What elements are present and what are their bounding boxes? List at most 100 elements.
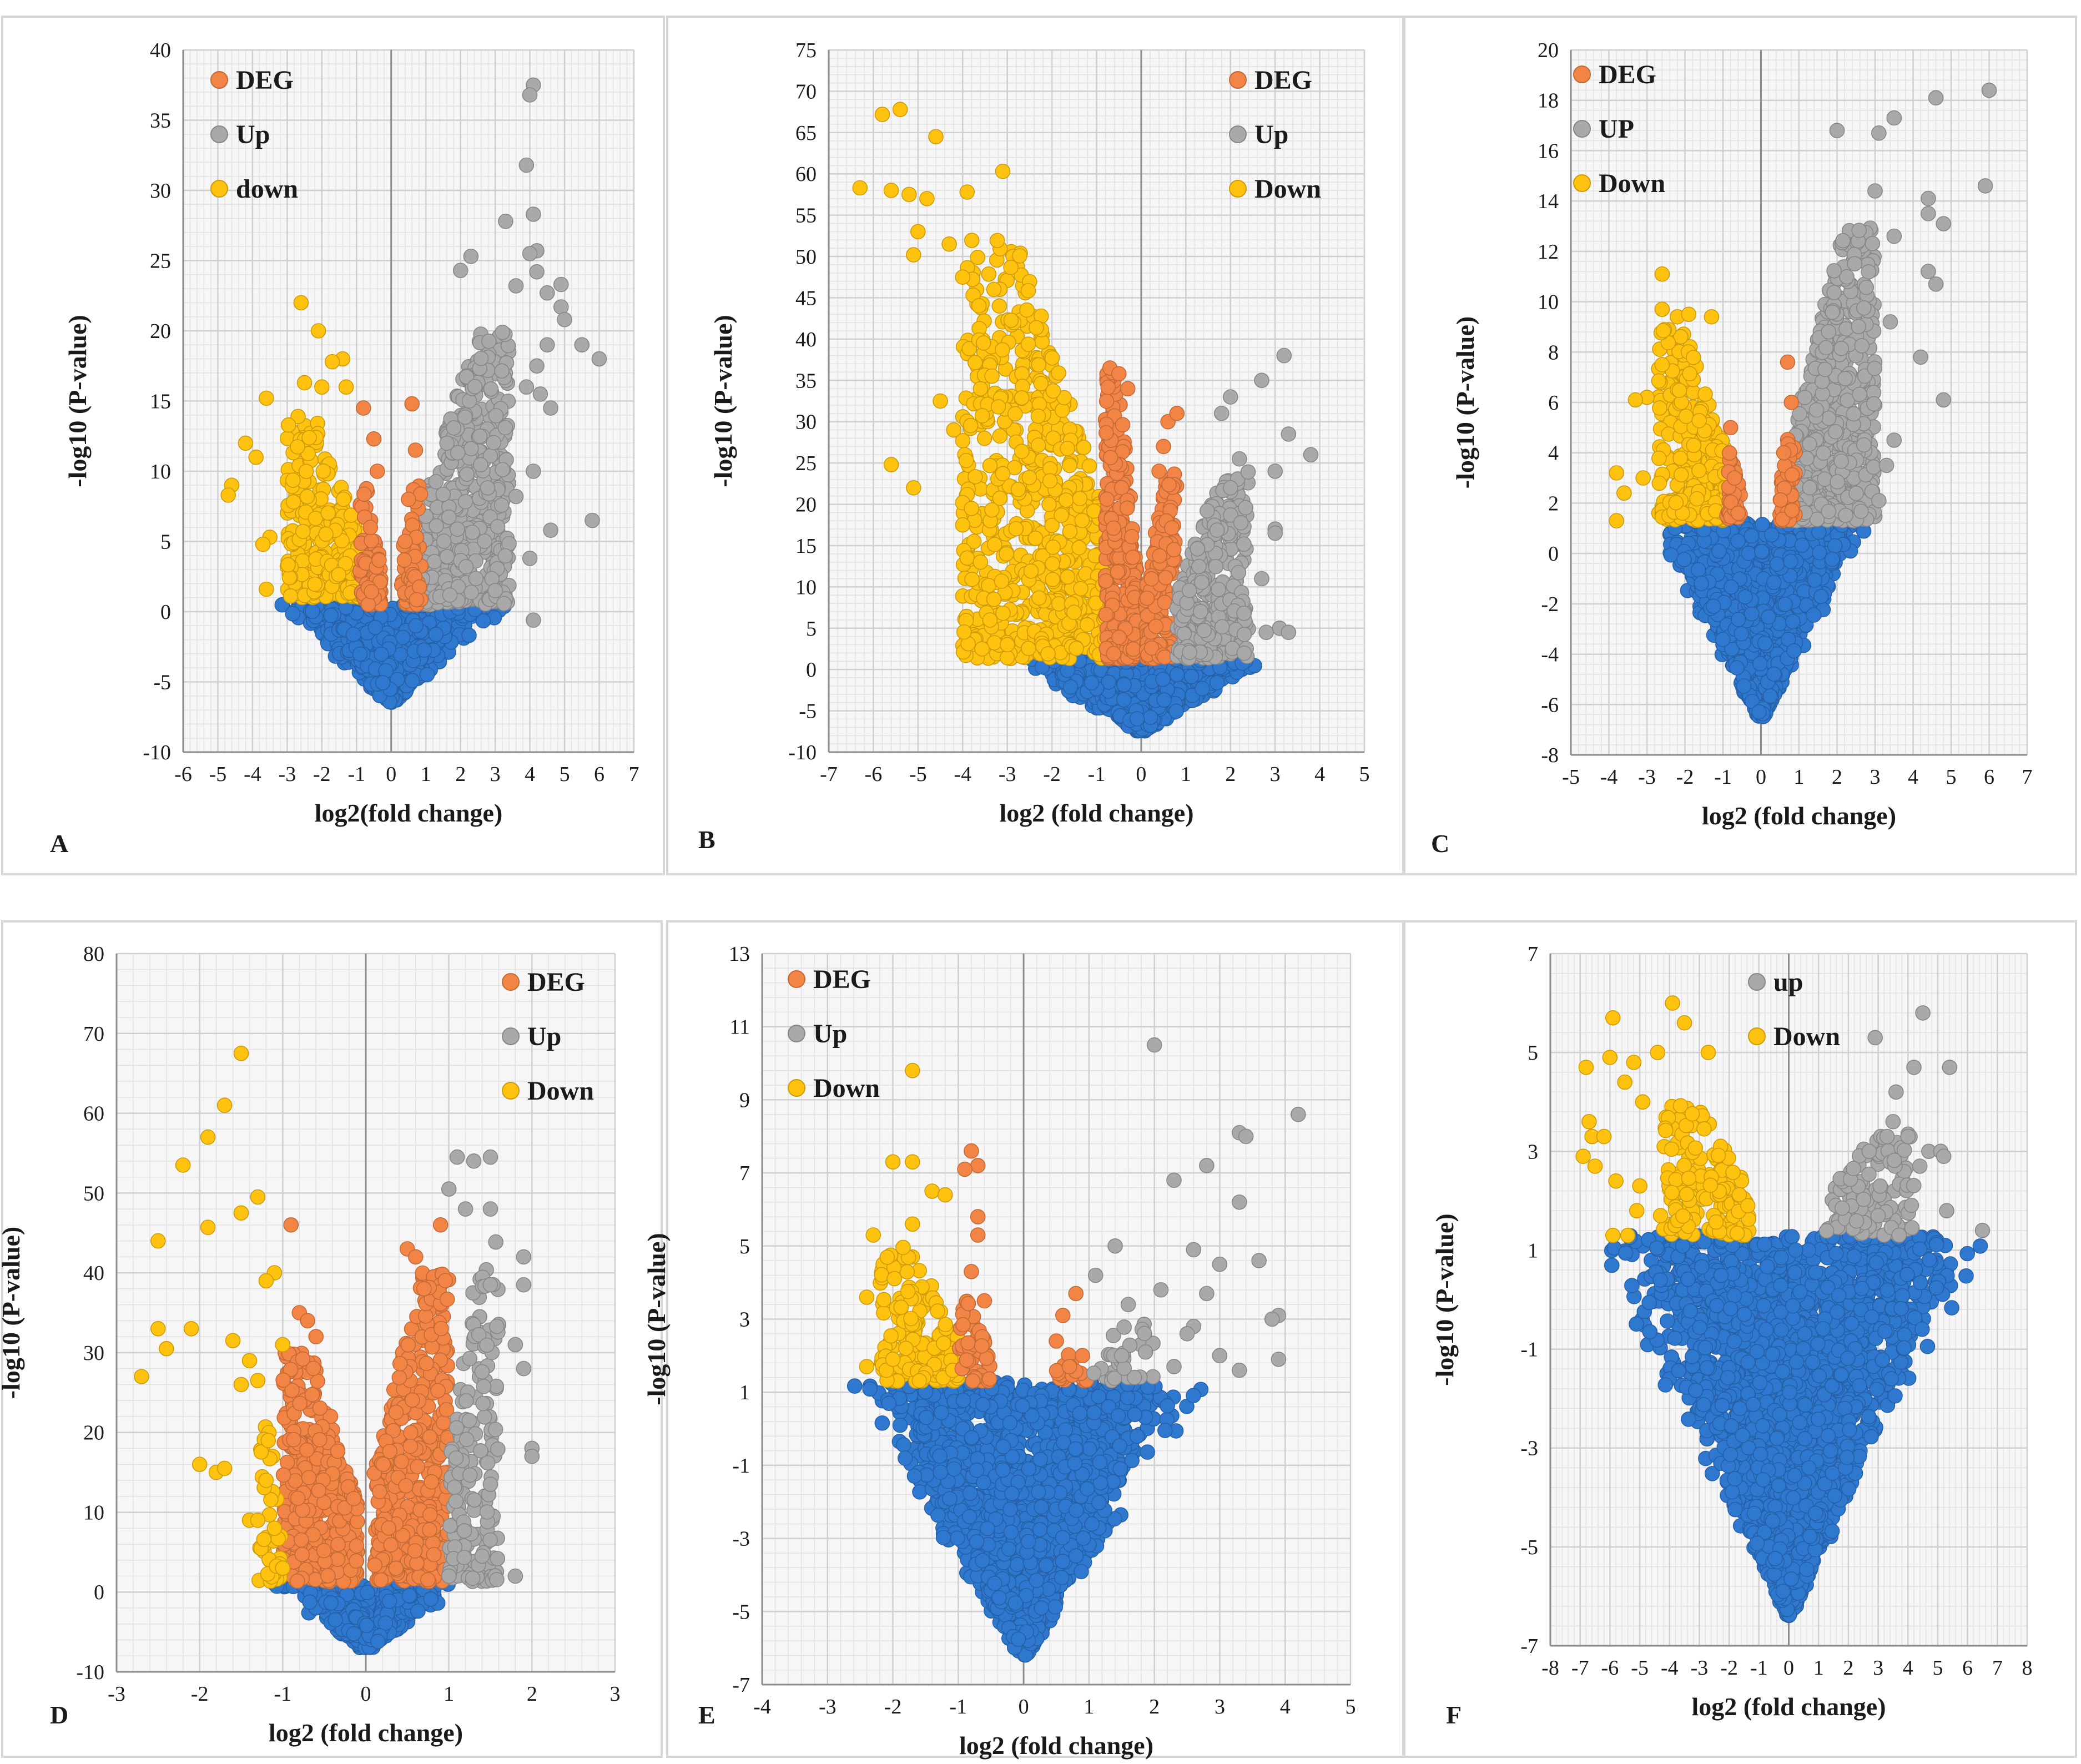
- x-tick-label: 3: [490, 763, 501, 786]
- up-point: [1208, 558, 1224, 574]
- deg-point: [1120, 381, 1136, 397]
- y-tick-label: 40: [795, 328, 817, 351]
- up-point: [518, 379, 535, 395]
- up-point: [1232, 451, 1247, 467]
- deg-point: [1139, 591, 1155, 606]
- x-tick-label: 4: [525, 763, 535, 786]
- ns-point: [323, 607, 339, 623]
- down-point: [1069, 641, 1084, 657]
- down-point: [315, 463, 331, 479]
- down-point: [1079, 617, 1095, 633]
- up-point: [428, 474, 444, 490]
- down-point: [1042, 473, 1058, 489]
- panel-letter: B: [698, 825, 715, 854]
- x-tick-label: -6: [865, 763, 883, 786]
- down-point: [964, 572, 980, 587]
- y-tick-label: 30: [795, 411, 817, 434]
- x-tick-label: -5: [909, 763, 927, 786]
- up-point: [574, 337, 590, 353]
- down-point: [1060, 569, 1076, 585]
- down-point: [314, 379, 330, 395]
- up-point: [439, 548, 455, 565]
- up-point: [488, 408, 504, 424]
- down-point: [1003, 259, 1019, 275]
- down-point: [308, 511, 324, 526]
- down-point: [1054, 402, 1070, 418]
- y-tick-label: 5: [806, 617, 817, 641]
- down-point: [984, 368, 1000, 384]
- up-point: [1200, 503, 1215, 519]
- down-point: [1021, 470, 1037, 486]
- deg-point: [1098, 607, 1114, 622]
- down-point: [1045, 383, 1061, 399]
- down-point: [964, 501, 980, 516]
- down-point: [955, 269, 971, 285]
- down-point: [1045, 572, 1061, 587]
- up-point: [1214, 619, 1230, 635]
- up-point: [473, 350, 489, 366]
- panel-letter: A: [50, 829, 68, 858]
- down-point: [283, 588, 299, 604]
- down-point: [259, 390, 274, 406]
- deg-point: [1125, 641, 1141, 657]
- y-tick-label: -5: [153, 671, 171, 694]
- up-point: [465, 525, 480, 540]
- y-tick-label: -5: [799, 700, 817, 723]
- y-tick-label: 65: [795, 122, 817, 145]
- up-point: [529, 358, 545, 374]
- up-point: [494, 363, 510, 379]
- down-point: [1071, 540, 1087, 556]
- x-tick-label: 5: [560, 763, 570, 786]
- x-tick-label: 2: [455, 763, 466, 786]
- deg-point: [1152, 548, 1167, 564]
- ns-point: [1209, 675, 1225, 691]
- up-point: [497, 548, 513, 564]
- x-tick-label: 5: [1359, 763, 1370, 786]
- up-point: [1176, 626, 1192, 642]
- down-point: [290, 439, 305, 455]
- up-point: [1276, 347, 1292, 364]
- up-point: [539, 337, 555, 353]
- deg-point: [1102, 450, 1118, 466]
- down-point: [280, 557, 296, 573]
- down-point: [968, 355, 983, 371]
- up-point: [1236, 536, 1252, 552]
- legend-label-up: Up: [236, 120, 270, 149]
- panel-c: -5 -4 -3 -2 -1 0 1 2 3 4 5 6 7-8-6-4-202468101214161…: [1403, 16, 2077, 875]
- up-point: [487, 583, 503, 598]
- x-tick-label: -2: [1043, 763, 1061, 786]
- x-tick-label: -5: [209, 763, 227, 786]
- y-tick-label: -10: [788, 741, 817, 764]
- down-point: [994, 573, 1010, 589]
- down-point: [1027, 530, 1044, 546]
- up-point: [457, 493, 473, 510]
- up-point: [472, 429, 488, 444]
- down-point: [299, 488, 315, 505]
- up-point: [1191, 558, 1207, 574]
- deg-point: [1111, 366, 1127, 382]
- x-tick-label: 7: [629, 763, 639, 786]
- down-point: [910, 224, 926, 240]
- y-tick-label: -10: [143, 741, 171, 764]
- deg-point: [396, 552, 412, 568]
- x-axis-title: log2(fold change): [315, 799, 503, 827]
- up-point: [1254, 571, 1269, 587]
- up-point: [1223, 480, 1238, 496]
- x-tick-label: -7: [820, 763, 838, 786]
- up-point: [483, 381, 499, 397]
- up-point: [585, 512, 600, 528]
- ns-point: [428, 627, 444, 642]
- down-point: [852, 180, 868, 196]
- down-point: [1051, 596, 1067, 612]
- down-point: [999, 637, 1015, 653]
- down-point: [238, 435, 254, 451]
- down-point: [1030, 408, 1046, 424]
- y-tick-label: 25: [150, 250, 171, 273]
- down-point: [973, 554, 989, 570]
- up-point: [490, 518, 506, 535]
- down-point: [995, 606, 1011, 621]
- up-point: [439, 435, 455, 451]
- x-tick-label: -3: [999, 763, 1016, 786]
- up-point: [1267, 525, 1283, 541]
